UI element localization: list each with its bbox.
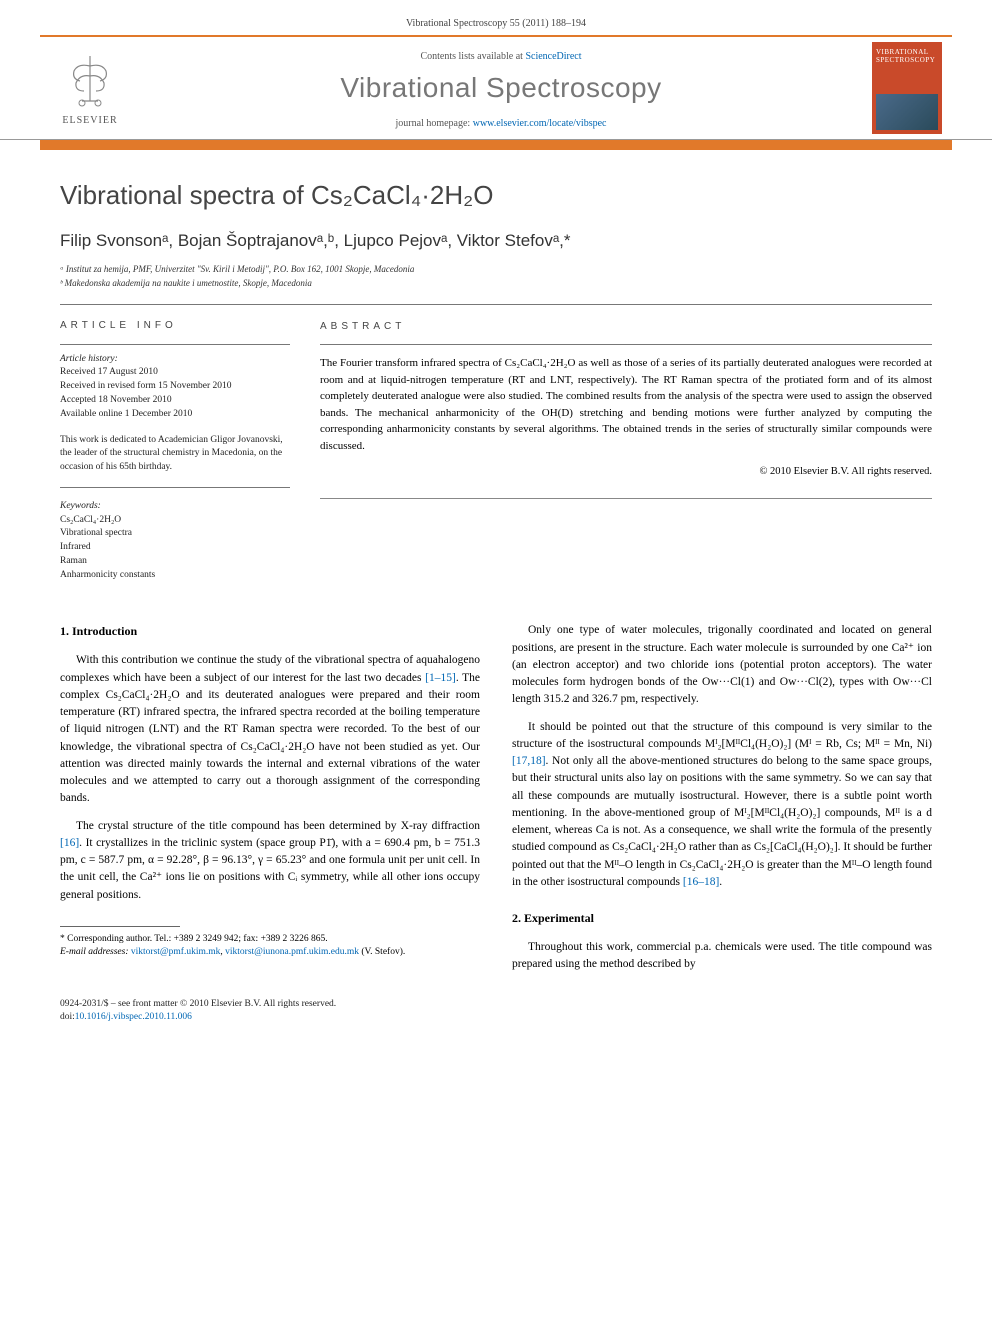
rule-info-1 [60, 344, 290, 345]
doi-line: doi:10.1016/j.vibspec.2010.11.006 [60, 1011, 932, 1024]
page-footer: 0924-2031/$ – see front matter © 2010 El… [0, 984, 992, 1055]
history-accepted: Accepted 18 November 2010 [60, 394, 290, 408]
experimental-paragraph-1: Throughout this work, commercial p.a. ch… [512, 939, 932, 974]
keyword-2: Vibrational spectra [60, 527, 290, 541]
journal-homepage-line: journal homepage: www.elsevier.com/locat… [140, 118, 862, 129]
abstract-text: The Fourier transform infrared spectra o… [320, 355, 932, 454]
keyword-5: Anharmonicity constants [60, 569, 290, 583]
footnote-separator [60, 926, 180, 927]
affiliation-b: ᵇ Makedonska akademija na naukite i umet… [60, 277, 932, 291]
email-line: E-mail addresses: viktorst@pmf.ukim.mk, … [60, 946, 480, 959]
rule-abstract [320, 344, 932, 345]
publisher-logo-block: ELSEVIER [40, 37, 140, 139]
body-two-column: 1. Introduction With this contribution w… [60, 622, 932, 983]
homepage-prefix: journal homepage: [396, 118, 473, 129]
email-link-1[interactable]: viktorst@pmf.ukim.mk [131, 947, 221, 957]
doi-prefix: doi: [60, 1012, 75, 1022]
elsevier-tree-icon [60, 51, 120, 111]
intro-paragraph-4: It should be pointed out that the struct… [512, 719, 932, 892]
keyword-1: Cs₂CaCl₄·2H₂O [60, 514, 290, 528]
keywords-label: Keywords: [60, 500, 290, 514]
rule-info-2 [60, 487, 290, 488]
accent-rule-thick [40, 140, 952, 150]
email-tail: (V. Stefov). [359, 947, 405, 957]
cover-title-text: VIBRATIONAL SPECTROSCOPY [876, 48, 938, 65]
affiliation-a: ᵃ Institut za hemija, PMF, Univerzitet "… [60, 263, 932, 277]
rule-above-info [60, 304, 932, 305]
intro-paragraph-3: Only one type of water molecules, trigon… [512, 622, 932, 708]
abstract-copyright: © 2010 Elsevier B.V. All rights reserved… [320, 464, 932, 480]
intro-paragraph-1: With this contribution we continue the s… [60, 652, 480, 807]
abstract-block: ABSTRACT The Fourier transform infrared … [320, 319, 932, 582]
article-title: Vibrational spectra of Cs₂CaCl₄·2H₂O [60, 180, 932, 211]
copyright-line: 0924-2031/$ – see front matter © 2010 El… [60, 998, 932, 1011]
section-introduction-heading: 1. Introduction [60, 622, 480, 640]
elsevier-logo: ELSEVIER [50, 43, 130, 133]
keyword-4: Raman [60, 555, 290, 569]
email-label: E-mail addresses: [60, 947, 131, 957]
contents-available-line: Contents lists available at ScienceDirec… [140, 51, 862, 62]
publisher-name: ELSEVIER [62, 115, 117, 126]
rule-below-abstract [320, 498, 932, 499]
history-received: Received 17 August 2010 [60, 366, 290, 380]
corresponding-author-note: * Corresponding author. Tel.: +389 2 324… [60, 933, 480, 946]
doi-link[interactable]: 10.1016/j.vibspec.2010.11.006 [75, 1012, 192, 1022]
running-head: Vibrational Spectroscopy 55 (2011) 188–1… [0, 0, 992, 35]
journal-cover-block: VIBRATIONAL SPECTROSCOPY [862, 37, 952, 139]
masthead-center: Contents lists available at ScienceDirec… [140, 37, 862, 139]
dedication-text: This work is dedicated to Academician Gl… [60, 434, 290, 475]
history-revised: Received in revised form 15 November 201… [60, 380, 290, 394]
contents-prefix: Contents lists available at [420, 51, 525, 62]
history-label: Article history: [60, 353, 290, 367]
history-online: Available online 1 December 2010 [60, 408, 290, 422]
author-list: Filip Svonsonᵃ, Bojan Šoptrajanovᵃ,ᵇ, Lj… [60, 231, 932, 251]
keyword-3: Infrared [60, 541, 290, 555]
sciencedirect-link[interactable]: ScienceDirect [525, 51, 581, 62]
journal-cover-thumbnail: VIBRATIONAL SPECTROSCOPY [872, 42, 942, 134]
intro-paragraph-2: The crystal structure of the title compo… [60, 818, 480, 904]
masthead: ELSEVIER Contents lists available at Sci… [0, 37, 992, 140]
section-experimental-heading: 2. Experimental [512, 909, 932, 927]
article-info-block: ARTICLE INFO Article history: Received 1… [60, 319, 290, 582]
footnotes-block: * Corresponding author. Tel.: +389 2 324… [60, 933, 480, 960]
journal-homepage-link[interactable]: www.elsevier.com/locate/vibspec [473, 118, 607, 129]
cover-image-region [876, 94, 938, 130]
email-link-2[interactable]: viktorst@iunona.pmf.ukim.edu.mk [225, 947, 359, 957]
abstract-heading: ABSTRACT [320, 319, 932, 334]
affiliations: ᵃ Institut za hemija, PMF, Univerzitet "… [60, 263, 932, 290]
article-info-heading: ARTICLE INFO [60, 319, 290, 334]
journal-title: Vibrational Spectroscopy [140, 72, 862, 104]
